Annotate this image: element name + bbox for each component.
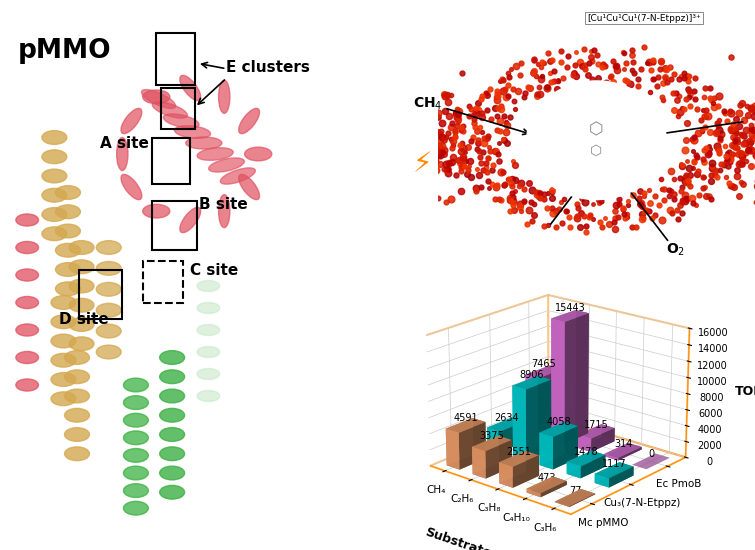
Ellipse shape	[208, 158, 245, 172]
Ellipse shape	[239, 108, 260, 134]
Text: [Cu¹Cu¹Cu¹(7-N-Etppz)]³⁺: [Cu¹Cu¹Cu¹(7-N-Etppz)]³⁺	[587, 14, 701, 23]
Ellipse shape	[69, 260, 94, 274]
Ellipse shape	[239, 174, 260, 200]
Ellipse shape	[143, 204, 170, 218]
Ellipse shape	[186, 137, 222, 149]
Ellipse shape	[160, 370, 185, 384]
Ellipse shape	[160, 447, 185, 461]
Ellipse shape	[16, 379, 39, 391]
Ellipse shape	[65, 428, 90, 441]
Ellipse shape	[97, 261, 121, 275]
Ellipse shape	[160, 466, 185, 480]
Ellipse shape	[16, 351, 39, 364]
Ellipse shape	[197, 390, 220, 402]
Ellipse shape	[163, 114, 199, 128]
Ellipse shape	[51, 354, 76, 367]
Ellipse shape	[42, 188, 66, 202]
Ellipse shape	[97, 303, 121, 317]
Ellipse shape	[56, 205, 80, 218]
Text: D site: D site	[59, 312, 109, 327]
Ellipse shape	[160, 428, 185, 441]
Ellipse shape	[116, 138, 128, 170]
Text: C site: C site	[190, 263, 239, 278]
Ellipse shape	[69, 279, 94, 293]
Ellipse shape	[219, 80, 230, 113]
Ellipse shape	[245, 147, 272, 161]
Ellipse shape	[56, 263, 80, 276]
Ellipse shape	[220, 168, 255, 184]
Circle shape	[527, 81, 666, 200]
Ellipse shape	[69, 241, 94, 254]
Ellipse shape	[160, 408, 185, 422]
Ellipse shape	[56, 282, 80, 296]
Ellipse shape	[42, 207, 66, 221]
Ellipse shape	[141, 90, 176, 108]
Ellipse shape	[160, 389, 185, 403]
Text: ⬡: ⬡	[590, 144, 602, 158]
Ellipse shape	[51, 334, 76, 348]
Ellipse shape	[51, 392, 76, 406]
Ellipse shape	[197, 324, 220, 336]
Text: CH$_4$: CH$_4$	[412, 96, 442, 112]
Text: O$_2$: O$_2$	[666, 241, 686, 258]
Ellipse shape	[97, 241, 121, 254]
Text: ⚡: ⚡	[412, 151, 432, 179]
Ellipse shape	[143, 90, 170, 104]
Ellipse shape	[42, 150, 66, 164]
Ellipse shape	[51, 373, 76, 386]
Ellipse shape	[42, 169, 66, 183]
Ellipse shape	[56, 186, 80, 200]
Ellipse shape	[51, 296, 76, 309]
Ellipse shape	[69, 337, 94, 351]
Ellipse shape	[124, 396, 148, 409]
Ellipse shape	[42, 227, 66, 241]
Ellipse shape	[16, 324, 39, 336]
Ellipse shape	[56, 243, 80, 257]
Ellipse shape	[124, 414, 148, 427]
Ellipse shape	[197, 368, 220, 379]
Ellipse shape	[124, 484, 148, 497]
Ellipse shape	[69, 317, 94, 331]
Ellipse shape	[121, 174, 142, 200]
Text: E clusters: E clusters	[226, 59, 310, 74]
Ellipse shape	[197, 280, 220, 292]
Ellipse shape	[121, 108, 142, 134]
Ellipse shape	[65, 447, 90, 461]
Ellipse shape	[124, 466, 148, 480]
Ellipse shape	[56, 224, 80, 238]
Ellipse shape	[124, 502, 148, 515]
Ellipse shape	[160, 351, 185, 364]
Ellipse shape	[180, 207, 201, 233]
Ellipse shape	[124, 378, 148, 392]
Ellipse shape	[51, 315, 76, 328]
Ellipse shape	[174, 126, 211, 138]
Ellipse shape	[97, 282, 121, 296]
Ellipse shape	[16, 269, 39, 281]
Ellipse shape	[69, 298, 94, 312]
Ellipse shape	[65, 370, 90, 384]
Text: B site: B site	[199, 197, 248, 212]
Ellipse shape	[197, 148, 233, 160]
Ellipse shape	[42, 131, 66, 144]
Ellipse shape	[65, 408, 90, 422]
Ellipse shape	[124, 431, 148, 444]
Ellipse shape	[160, 486, 185, 499]
Ellipse shape	[16, 296, 39, 309]
X-axis label: Substrates: Substrates	[423, 526, 499, 550]
Ellipse shape	[16, 214, 39, 226]
Ellipse shape	[65, 389, 90, 403]
Text: A site: A site	[100, 136, 149, 151]
Ellipse shape	[97, 345, 121, 359]
Ellipse shape	[124, 449, 148, 462]
Ellipse shape	[153, 102, 187, 118]
Ellipse shape	[97, 324, 121, 338]
Ellipse shape	[197, 302, 220, 313]
Text: pMMO: pMMO	[18, 39, 112, 64]
Ellipse shape	[180, 75, 201, 101]
Text: ⬡: ⬡	[589, 120, 604, 139]
Ellipse shape	[219, 195, 230, 228]
Ellipse shape	[197, 346, 220, 358]
Ellipse shape	[16, 241, 39, 254]
Ellipse shape	[65, 351, 90, 364]
